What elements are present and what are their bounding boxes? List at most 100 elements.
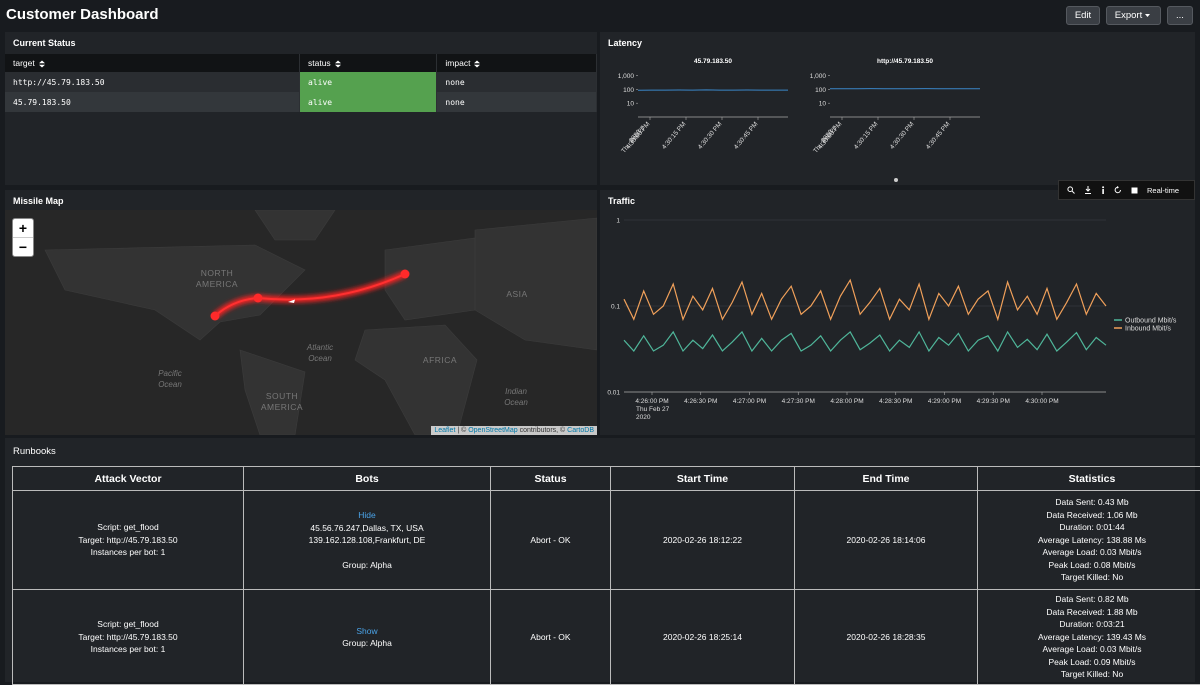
export-label: Export xyxy=(1115,10,1142,21)
reset-icon[interactable] xyxy=(1114,186,1122,194)
panel-title: Missile Map xyxy=(13,196,64,206)
x-tick-label: 4:27:00 PM xyxy=(733,398,766,405)
cell-line: Instances per bot: 1 xyxy=(13,546,243,559)
y-tick-label: 1 xyxy=(616,218,620,225)
sort-arrows xyxy=(474,60,480,67)
map-label: SOUTH xyxy=(266,391,298,401)
start-time-cell: 2020-02-26 18:25:14 xyxy=(611,590,795,685)
x-date-label: Thu Feb 27 xyxy=(636,406,670,413)
x-tick-label: 4:26:00 PM xyxy=(635,398,668,405)
cell-line: Average Latency: 138.88 Ms xyxy=(978,534,1200,547)
y-tick-label: 0.1 xyxy=(611,304,620,311)
info-icon[interactable] xyxy=(1101,186,1105,194)
bot-group: Group: Alpha xyxy=(244,559,490,572)
y-tick-label: 100 xyxy=(815,87,826,94)
map-label: AMERICA xyxy=(261,402,303,412)
map-label: ASIA xyxy=(506,289,527,299)
cell-line: Data Received: 1.88 Mb xyxy=(978,606,1200,619)
attribution-link[interactable]: OpenStreetMap xyxy=(468,427,517,434)
column-header[interactable]: status xyxy=(300,54,437,72)
missile-node xyxy=(254,294,263,303)
panel-title: Latency xyxy=(608,38,642,48)
cell-line: Duration: 0:01:44 xyxy=(978,521,1200,534)
column-header: Status xyxy=(491,467,611,491)
cell-line: Target: http://45.79.183.50 xyxy=(13,534,243,547)
current-status-panel: Current Status target status impact http://… xyxy=(5,32,597,185)
end-time-cell: 2020-02-26 18:28:35 xyxy=(795,590,978,685)
legend-label: Outbound Mbit/s xyxy=(1125,318,1177,325)
column-header[interactable]: target xyxy=(5,54,300,72)
zoom-button[interactable]: + xyxy=(13,219,33,238)
x-date-label: 2020 xyxy=(636,414,651,421)
column-label: impact xyxy=(445,58,470,68)
bot-line: 45.56.76.247,Dallas, TX, USA xyxy=(244,522,490,535)
dashboard-title: Customer Dashboard xyxy=(6,6,159,23)
x-tick-label: 4:30:00 PM xyxy=(1025,398,1058,405)
series-line xyxy=(624,332,1106,351)
more-button[interactable]: ... xyxy=(1167,6,1193,25)
map-label: Atlantic xyxy=(306,343,333,352)
missile-node xyxy=(401,270,410,279)
map-label: AFRICA xyxy=(423,355,457,365)
status-cell: Abort - OK xyxy=(491,491,611,590)
attribution-link[interactable]: Leaflet xyxy=(434,427,455,434)
zoom-button[interactable]: − xyxy=(13,238,33,256)
page-dot[interactable] xyxy=(893,177,899,183)
legend-label: Inbound Mbit/s xyxy=(1125,326,1171,333)
edit-button[interactable]: Edit xyxy=(1066,6,1100,25)
cell-line: Duration: 0:03:21 xyxy=(978,618,1200,631)
sort-arrows xyxy=(335,60,341,67)
column-header: Bots xyxy=(244,467,491,491)
column-label: status xyxy=(308,58,331,68)
bots-toggle[interactable]: Hide xyxy=(244,509,490,522)
sort-icon xyxy=(38,60,46,68)
sort-icon xyxy=(473,60,481,68)
sort-arrows xyxy=(39,60,45,67)
map-label: Indian xyxy=(505,387,527,396)
zoom-icon[interactable] xyxy=(1067,186,1075,194)
column-header[interactable]: impact xyxy=(437,54,597,72)
x-tick-label: 4:30:30 PM xyxy=(697,121,724,151)
bot-line: 139.162.128.108,Frankfurt, DE xyxy=(244,534,490,547)
column-header: Start Time xyxy=(611,467,795,491)
missile-node xyxy=(211,312,220,321)
status-cell: alive xyxy=(300,92,437,112)
status-cell: http://45.79.183.50 xyxy=(5,72,300,92)
column-header: End Time xyxy=(795,467,978,491)
y-tick-label: 10 xyxy=(627,101,635,108)
cell-line: Target Killed: No xyxy=(978,571,1200,584)
download-icon[interactable] xyxy=(1084,186,1092,194)
x-tick-label: 4:30:15 PM xyxy=(661,121,688,151)
y-tick-label: 1,000 xyxy=(810,73,827,80)
attribution-text: contributors, © xyxy=(518,427,568,434)
cell-line: Peak Load: 0.08 Mbit/s xyxy=(978,559,1200,572)
y-tick-label: 10 xyxy=(819,101,827,108)
attribution-link[interactable]: CartoDB xyxy=(567,427,594,434)
traffic-toolbar: Real-time xyxy=(1058,180,1195,200)
x-tick-label: 4:29:00 PM xyxy=(928,398,961,405)
cell-line: Target: http://45.79.183.50 xyxy=(13,631,243,644)
stop-icon[interactable] xyxy=(1131,187,1138,194)
chart-title: http://45.79.183.50 xyxy=(877,58,933,65)
map-label: Ocean xyxy=(308,354,332,363)
status-cell: none xyxy=(437,92,597,112)
bots-toggle[interactable]: Show xyxy=(244,625,490,638)
export-button[interactable]: Export xyxy=(1106,6,1161,25)
y-tick-label: 0.01 xyxy=(607,390,620,397)
realtime-button[interactable]: Real-time xyxy=(1147,186,1179,195)
cell-line: Average Load: 0.03 Mbit/s xyxy=(978,546,1200,559)
y-tick-label: 100 xyxy=(623,87,634,94)
map-label: Pacific xyxy=(158,369,182,378)
panel-title: Current Status xyxy=(13,38,76,48)
